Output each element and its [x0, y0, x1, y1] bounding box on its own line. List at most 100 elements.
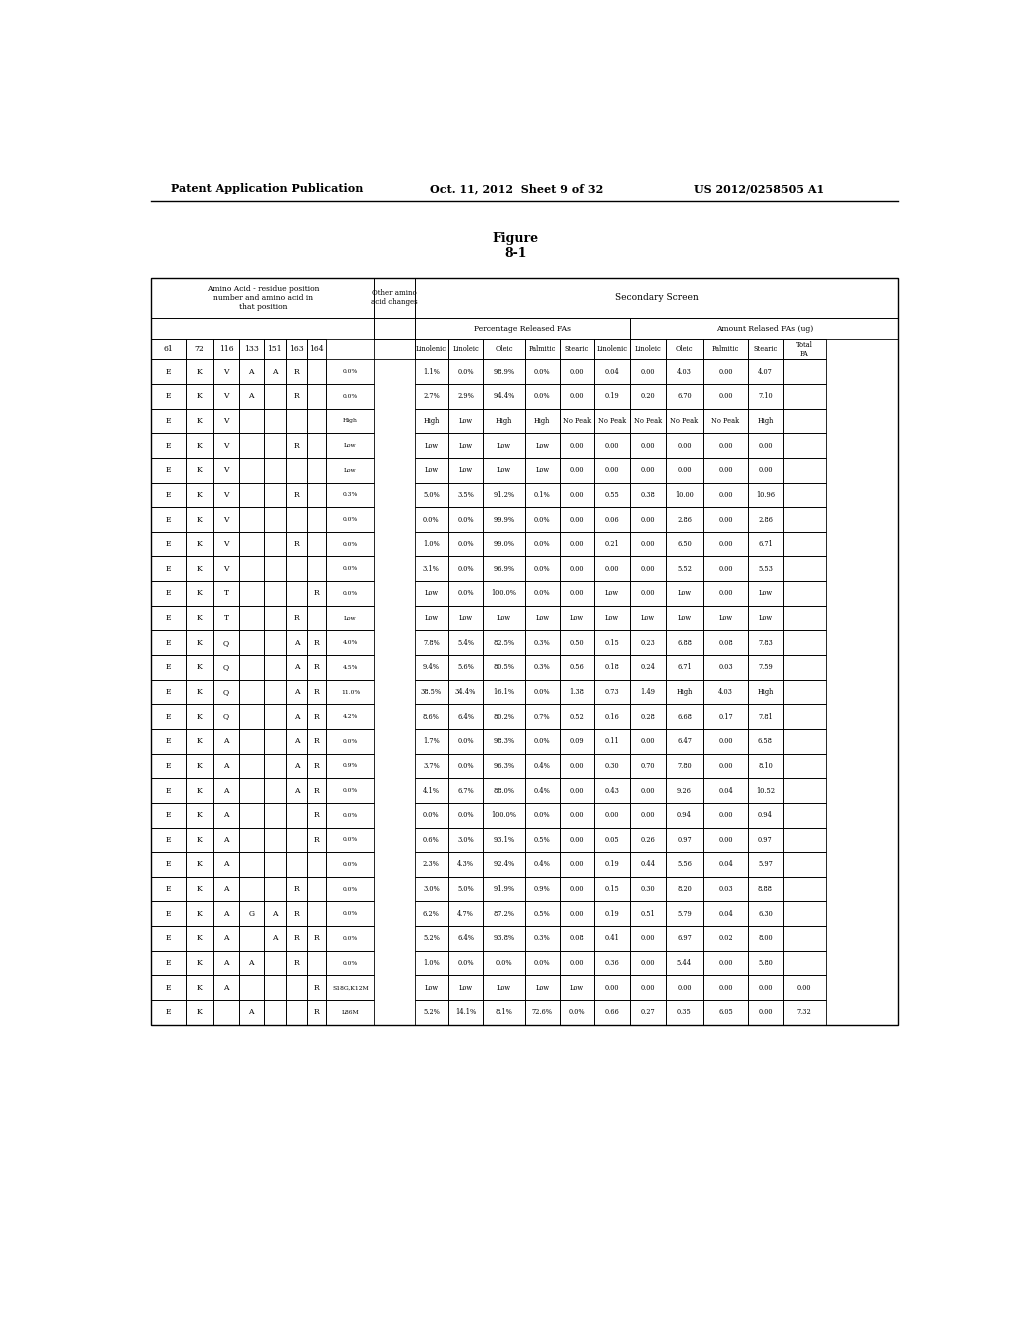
Text: K: K [197, 713, 203, 721]
Text: Q: Q [223, 664, 229, 672]
Text: 0.00: 0.00 [758, 983, 773, 991]
Text: V: V [223, 516, 228, 524]
Text: 5.53: 5.53 [758, 565, 773, 573]
Text: E: E [166, 664, 171, 672]
Text: 0.00: 0.00 [718, 466, 733, 474]
Text: 133: 133 [244, 346, 259, 354]
Text: K: K [197, 935, 203, 942]
Text: 0.15: 0.15 [604, 886, 620, 894]
Text: K: K [197, 565, 203, 573]
Text: 0.0%: 0.0% [343, 788, 358, 793]
Text: A: A [223, 836, 228, 843]
Text: 0.0%: 0.0% [343, 517, 358, 521]
Text: K: K [197, 417, 203, 425]
Text: Palmitic: Palmitic [712, 346, 739, 354]
Text: 1.7%: 1.7% [423, 738, 439, 746]
Text: 0.00: 0.00 [797, 983, 811, 991]
Text: 96.9%: 96.9% [494, 565, 514, 573]
Text: K: K [197, 738, 203, 746]
Text: 0.03: 0.03 [718, 664, 733, 672]
Text: 0.94: 0.94 [758, 812, 773, 820]
Text: 0.19: 0.19 [604, 909, 620, 917]
Text: 91.2%: 91.2% [494, 491, 514, 499]
Text: No Peak: No Peak [598, 417, 626, 425]
Text: 16.1%: 16.1% [494, 688, 514, 696]
Text: 0.0%: 0.0% [343, 739, 358, 743]
Text: 7.59: 7.59 [758, 664, 773, 672]
Text: High: High [343, 418, 357, 424]
Text: K: K [197, 442, 203, 450]
Text: 0.03: 0.03 [718, 886, 733, 894]
Text: 0.97: 0.97 [758, 836, 773, 843]
Text: 0.0%: 0.0% [457, 516, 474, 524]
Text: 0.00: 0.00 [569, 960, 584, 968]
Text: 6.30: 6.30 [758, 909, 773, 917]
Text: E: E [166, 688, 171, 696]
Text: 0.5%: 0.5% [534, 909, 551, 917]
Text: 0.0%: 0.0% [343, 566, 358, 572]
Text: Low: Low [536, 442, 549, 450]
Text: 3.1%: 3.1% [423, 565, 440, 573]
Text: 0.00: 0.00 [569, 392, 584, 400]
Text: 7.8%: 7.8% [423, 639, 439, 647]
Text: 6.71: 6.71 [677, 664, 692, 672]
Text: 0.00: 0.00 [641, 368, 655, 376]
Text: Amount Relased FAs (ug): Amount Relased FAs (ug) [716, 325, 813, 333]
Text: 0.0%: 0.0% [534, 565, 551, 573]
Text: 96.3%: 96.3% [494, 762, 514, 770]
Text: E: E [166, 762, 171, 770]
Text: Low: Low [459, 417, 472, 425]
Text: S18G,K12M: S18G,K12M [332, 985, 369, 990]
Text: 72.6%: 72.6% [531, 1008, 553, 1016]
Text: R: R [313, 983, 319, 991]
Text: 6.05: 6.05 [718, 1008, 733, 1016]
Text: 0.00: 0.00 [641, 565, 655, 573]
Text: 7.32: 7.32 [797, 1008, 812, 1016]
Text: E: E [166, 812, 171, 820]
Text: 0.0%: 0.0% [343, 911, 358, 916]
Text: Low: Low [719, 614, 732, 622]
Text: K: K [197, 787, 203, 795]
Text: E: E [166, 861, 171, 869]
Text: R: R [313, 1008, 319, 1016]
Text: 0.00: 0.00 [605, 983, 620, 991]
Text: 4.07: 4.07 [758, 368, 773, 376]
Text: 99.0%: 99.0% [494, 540, 514, 548]
Text: 8.20: 8.20 [677, 886, 692, 894]
Text: K: K [197, 836, 203, 843]
Text: Low: Low [424, 614, 438, 622]
Text: 6.2%: 6.2% [423, 909, 440, 917]
Text: V: V [223, 392, 228, 400]
Text: 6.4%: 6.4% [457, 935, 474, 942]
Text: 0.0%: 0.0% [343, 393, 358, 399]
Text: 10.00: 10.00 [675, 491, 694, 499]
Text: 2.86: 2.86 [758, 516, 773, 524]
Text: 0.3%: 0.3% [343, 492, 358, 498]
Text: R: R [313, 713, 319, 721]
Text: 0.00: 0.00 [718, 516, 733, 524]
Text: Low: Low [569, 983, 584, 991]
Text: 98.9%: 98.9% [494, 368, 514, 376]
Text: 0.00: 0.00 [569, 565, 584, 573]
Text: 116: 116 [219, 346, 233, 354]
Text: 0.00: 0.00 [569, 762, 584, 770]
Text: A: A [272, 935, 278, 942]
Text: 0.00: 0.00 [677, 983, 691, 991]
Text: 98.3%: 98.3% [494, 738, 514, 746]
Text: Low: Low [424, 590, 438, 598]
Text: 0.00: 0.00 [569, 368, 584, 376]
Text: 0.00: 0.00 [605, 565, 620, 573]
Text: 1.0%: 1.0% [423, 540, 439, 548]
Text: Low: Low [459, 466, 472, 474]
Text: R: R [313, 836, 319, 843]
Text: K: K [197, 762, 203, 770]
Text: 0.00: 0.00 [569, 861, 584, 869]
Text: 88.0%: 88.0% [494, 787, 514, 795]
Text: Low: Low [569, 614, 584, 622]
Text: 0.0%: 0.0% [457, 565, 474, 573]
Text: 0.00: 0.00 [718, 491, 733, 499]
Text: 0.00: 0.00 [718, 812, 733, 820]
Text: R: R [294, 392, 299, 400]
Text: V: V [223, 466, 228, 474]
Text: 0.00: 0.00 [641, 787, 655, 795]
